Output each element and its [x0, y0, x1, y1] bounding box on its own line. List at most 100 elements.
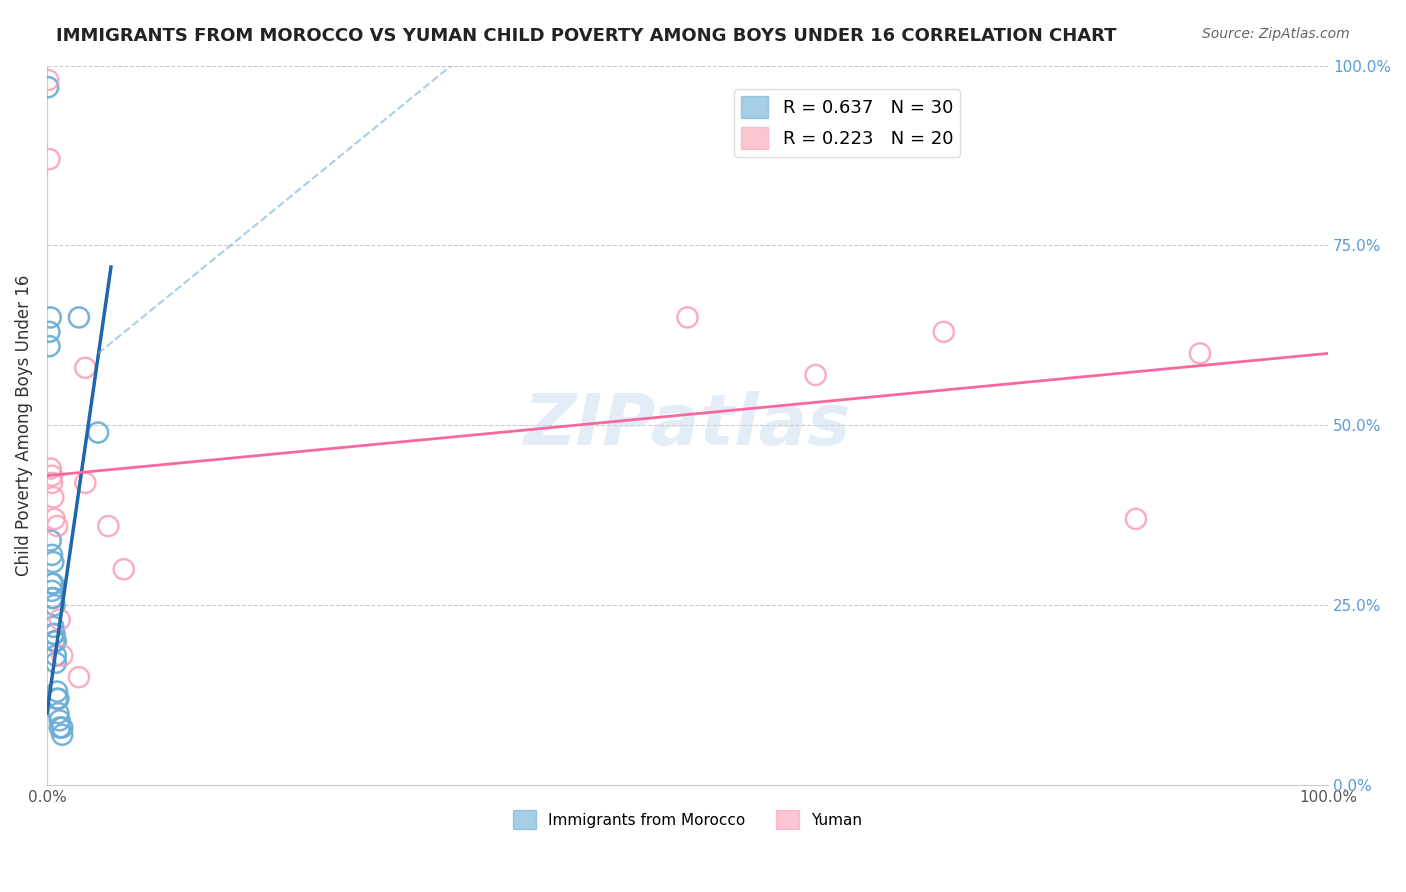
- Point: [46, 691, 69, 706]
- Point: [51, 721, 73, 735]
- Point: [45, 648, 67, 663]
- Point: [41, 548, 63, 562]
- Point: [44, 627, 66, 641]
- Point: [38, 325, 60, 339]
- Point: [75, 360, 97, 375]
- Point: [932, 325, 955, 339]
- Point: [38, 325, 60, 339]
- Point: [48, 691, 70, 706]
- Point: [67, 310, 90, 325]
- Point: [37, 73, 59, 87]
- Point: [42, 627, 65, 641]
- Point: [46, 684, 69, 698]
- Text: IMMIGRANTS FROM MOROCCO VS YUMAN CHILD POVERTY AMONG BOYS UNDER 16 CORRELATION C: IMMIGRANTS FROM MOROCCO VS YUMAN CHILD P…: [56, 27, 1116, 45]
- Point: [42, 591, 65, 605]
- Point: [48, 613, 70, 627]
- Point: [75, 475, 97, 490]
- Point: [97, 519, 120, 533]
- Point: [41, 576, 63, 591]
- Point: [48, 714, 70, 728]
- Point: [45, 648, 67, 663]
- Point: [42, 591, 65, 605]
- Point: [45, 634, 67, 648]
- Point: [41, 468, 63, 483]
- Point: [44, 627, 66, 641]
- Point: [48, 714, 70, 728]
- Point: [67, 670, 90, 684]
- Point: [39, 310, 62, 325]
- Point: [42, 555, 65, 569]
- Point: [1125, 512, 1147, 526]
- Point: [42, 491, 65, 505]
- Point: [45, 634, 67, 648]
- Point: [39, 533, 62, 548]
- Point: [44, 634, 66, 648]
- Point: [42, 627, 65, 641]
- Point: [51, 728, 73, 742]
- Point: [87, 425, 110, 440]
- Point: [112, 562, 135, 576]
- Point: [46, 519, 69, 533]
- Point: [87, 425, 110, 440]
- Point: [67, 310, 90, 325]
- Point: [42, 591, 65, 605]
- Point: [45, 656, 67, 670]
- Point: [39, 310, 62, 325]
- Point: [42, 555, 65, 569]
- Point: [676, 310, 699, 325]
- Point: [42, 620, 65, 634]
- Point: [42, 576, 65, 591]
- Point: [804, 368, 827, 382]
- Point: [51, 728, 73, 742]
- Point: [44, 627, 66, 641]
- Point: [97, 519, 120, 533]
- Point: [44, 634, 66, 648]
- Point: [932, 325, 955, 339]
- Point: [39, 461, 62, 475]
- Point: [42, 576, 65, 591]
- Point: [39, 533, 62, 548]
- Point: [44, 512, 66, 526]
- Point: [39, 310, 62, 325]
- Point: [44, 598, 66, 612]
- Point: [1125, 512, 1147, 526]
- Point: [41, 576, 63, 591]
- Y-axis label: Child Poverty Among Boys Under 16: Child Poverty Among Boys Under 16: [15, 275, 32, 576]
- Point: [112, 562, 135, 576]
- Point: [45, 656, 67, 670]
- Point: [1188, 346, 1211, 360]
- Point: [38, 339, 60, 353]
- Point: [44, 598, 66, 612]
- Point: [48, 691, 70, 706]
- Legend: Immigrants from Morocco, Yuman: Immigrants from Morocco, Yuman: [506, 805, 868, 835]
- Point: [46, 519, 69, 533]
- Point: [42, 620, 65, 634]
- Point: [39, 461, 62, 475]
- Point: [45, 648, 67, 663]
- Point: [45, 656, 67, 670]
- Point: [48, 714, 70, 728]
- Point: [41, 583, 63, 598]
- Point: [42, 627, 65, 641]
- Point: [37, 80, 59, 95]
- Point: [51, 721, 73, 735]
- Point: [37, 80, 59, 95]
- Point: [42, 491, 65, 505]
- Point: [44, 634, 66, 648]
- Point: [48, 721, 70, 735]
- Point: [48, 721, 70, 735]
- Point: [41, 591, 63, 605]
- Point: [41, 475, 63, 490]
- Point: [51, 648, 73, 663]
- Text: Source: ZipAtlas.com: Source: ZipAtlas.com: [1202, 27, 1350, 41]
- Point: [41, 548, 63, 562]
- Point: [38, 152, 60, 166]
- Text: ZIPatlas: ZIPatlas: [524, 391, 851, 460]
- Point: [67, 670, 90, 684]
- Point: [48, 721, 70, 735]
- Point: [48, 613, 70, 627]
- Point: [41, 583, 63, 598]
- Point: [44, 598, 66, 612]
- Point: [41, 591, 63, 605]
- Point: [38, 339, 60, 353]
